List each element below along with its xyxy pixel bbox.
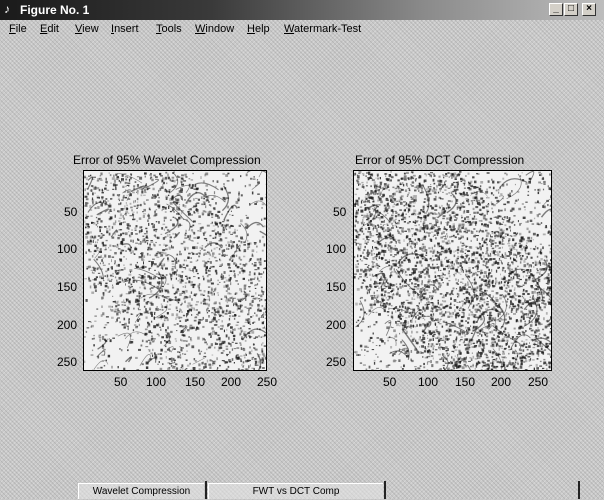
wavelet-error-texture: [84, 171, 266, 370]
dct-error-image: [353, 170, 552, 371]
dct-error-texture: [354, 171, 551, 370]
x-tick-label: 150: [185, 376, 205, 388]
plot-title-dct: Error of 95% DCT Compression: [355, 153, 524, 167]
tab-fwt-vs-dct[interactable]: FWT vs DCT Comp: [208, 483, 383, 499]
tab-wavelet-compression[interactable]: Wavelet Compression: [78, 483, 204, 499]
x-tick-label: 50: [114, 376, 127, 388]
y-tick-label: 50: [333, 206, 346, 218]
menu-view[interactable]: View: [75, 23, 99, 36]
menu-help[interactable]: Help: [247, 23, 270, 36]
y-tick-label: 250: [326, 356, 346, 368]
tab-separator: [384, 481, 386, 499]
menu-bar: File Edit View Insert Tools Window Help …: [0, 20, 604, 38]
x-tick-label: 100: [146, 376, 166, 388]
y-tick-label: 150: [326, 281, 346, 293]
wavelet-error-image: [83, 170, 267, 371]
maximize-button[interactable]: □: [564, 3, 578, 16]
window-title: Figure No. 1: [20, 3, 89, 17]
menu-file[interactable]: File: [9, 23, 27, 36]
x-tick-label: 100: [418, 376, 438, 388]
x-tick-label: 200: [491, 376, 511, 388]
menu-watermark-test[interactable]: Watermark-Test: [284, 23, 361, 36]
x-tick-label: 250: [257, 376, 277, 388]
menu-window[interactable]: Window: [195, 23, 234, 36]
menu-edit[interactable]: Edit: [40, 23, 59, 36]
x-tick-label: 200: [221, 376, 241, 388]
y-tick-label: 200: [326, 319, 346, 331]
plot-title-wavelet: Error of 95% Wavelet Compression: [73, 153, 261, 167]
x-tick-label: 150: [455, 376, 475, 388]
y-tick-label: 50: [64, 206, 77, 218]
menu-tools[interactable]: Tools: [156, 23, 182, 36]
minimize-button[interactable]: _: [549, 3, 563, 16]
x-tick-label: 50: [383, 376, 396, 388]
menu-insert[interactable]: Insert: [111, 23, 139, 36]
y-tick-label: 200: [57, 319, 77, 331]
figure-app-icon[interactable]: ♪: [4, 3, 17, 16]
tab-separator: [205, 481, 207, 499]
y-tick-label: 150: [57, 281, 77, 293]
close-button[interactable]: ×: [582, 3, 596, 16]
window-titlebar[interactable]: ♪ Figure No. 1 _ □ ×: [0, 0, 604, 20]
tab-separator: [578, 481, 580, 499]
y-tick-label: 100: [57, 243, 77, 255]
x-tick-label: 250: [528, 376, 548, 388]
y-tick-label: 100: [326, 243, 346, 255]
y-tick-label: 250: [57, 356, 77, 368]
